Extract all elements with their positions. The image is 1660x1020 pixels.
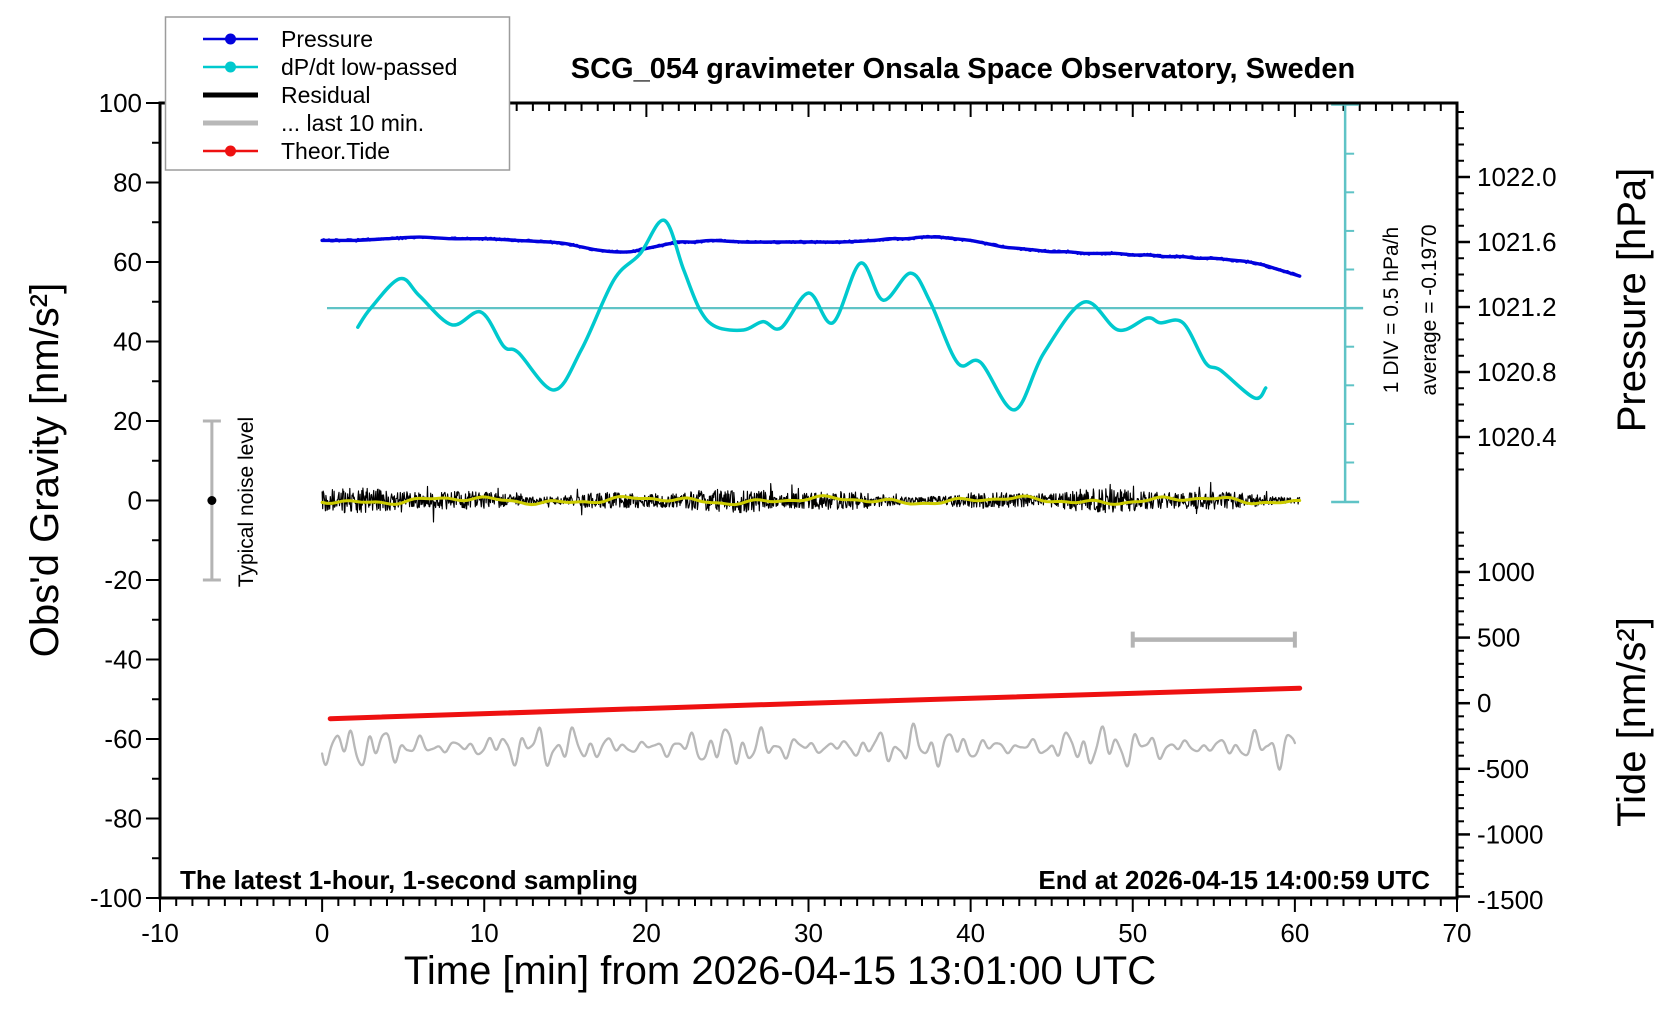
y-gravity-tick-label: -100	[90, 883, 142, 913]
tide-curve	[327, 685, 1303, 722]
pressure-curve-fuzz	[320, 234, 1301, 278]
dpdt-division-note: 1 DIV = 0.5 hPa/h	[1380, 227, 1403, 393]
x-tick-label: -10	[141, 918, 179, 948]
legend-label-pressure: Pressure	[281, 26, 373, 52]
pressure-tick-label: 1021.2	[1477, 292, 1557, 322]
tide-tick-label: -1500	[1477, 885, 1544, 915]
y-gravity-tick-label: 0	[128, 486, 142, 516]
pressure-tick-label: 1020.8	[1477, 357, 1557, 387]
legend-label-residual: Residual	[281, 82, 371, 108]
last10min-trace	[320, 722, 1297, 771]
pressure-tick-label: 1021.6	[1477, 227, 1557, 257]
y-gravity-tick-label: 60	[113, 247, 142, 277]
pressure-tick-label: 1022.0	[1477, 162, 1557, 192]
y-gravity-tick-label: -40	[104, 645, 142, 675]
tide-tick-label: -500	[1477, 754, 1529, 784]
noise-bar-center-dot	[207, 496, 217, 505]
dpdt-curve	[356, 218, 1268, 412]
x-tick-label: 30	[794, 918, 823, 948]
y-gravity-tick-label: 80	[113, 168, 142, 198]
x-axis-title: Time [min] from 2026-04-15 13:01:00 UTC	[404, 949, 1156, 993]
plot-frame	[158, 101, 1459, 900]
legend-label-last10: ... last 10 min.	[281, 110, 424, 136]
legend-label-dpdt: dP/dt low-passed	[281, 54, 457, 80]
y-gravity-tick-label: 100	[99, 88, 142, 118]
footer-sampling-note: The latest 1-hour, 1-second sampling	[180, 865, 638, 895]
x-tick-label: 40	[956, 918, 985, 948]
tide-tick-label: 0	[1477, 688, 1491, 718]
residual-smoothed-line	[320, 494, 1302, 507]
legend-label-tide: Theor.Tide	[281, 138, 390, 164]
y-gravity-tick-label: 20	[113, 406, 142, 436]
tide-tick-label: -1000	[1477, 819, 1544, 849]
x-tick-label: 0	[315, 918, 329, 948]
pressure-tick-label: 1020.4	[1477, 422, 1557, 452]
legend-sample-dot	[225, 145, 236, 157]
residual-noise	[321, 481, 1301, 523]
footer-end-time: End at 2026-04-15 14:00:59 UTC	[1038, 865, 1430, 895]
x-tick-label: 50	[1118, 918, 1147, 948]
x-tick-label: 20	[632, 918, 661, 948]
y-gravity-tick-label: 40	[113, 327, 142, 357]
y-gravity-tick-label: -60	[104, 724, 142, 754]
y-axis-title-pressure: Pressure [hPa]	[1610, 168, 1654, 433]
noise-bar-label: Typical noise level	[235, 417, 258, 587]
y-axis-title-tide: Tide [nm/s²]	[1610, 617, 1654, 827]
legend-sample-dot	[225, 33, 236, 45]
chart-title: SCG_054 gravimeter Onsala Space Observat…	[571, 53, 1355, 85]
tide-tick-label: 1000	[1477, 557, 1535, 587]
x-tick-label: 60	[1280, 918, 1309, 948]
x-tick-label: 70	[1443, 918, 1472, 948]
dpdt-average-note: average = -0.1970	[1418, 224, 1441, 395]
y-gravity-tick-label: -20	[104, 565, 142, 595]
legend-sample-dot	[225, 61, 236, 73]
x-tick-label: 10	[470, 918, 499, 948]
y-gravity-tick-label: -80	[104, 804, 142, 834]
y-axis-title-gravity: Obs'd Gravity [nm/s²]	[23, 283, 67, 657]
tide-tick-label: 500	[1477, 623, 1520, 653]
